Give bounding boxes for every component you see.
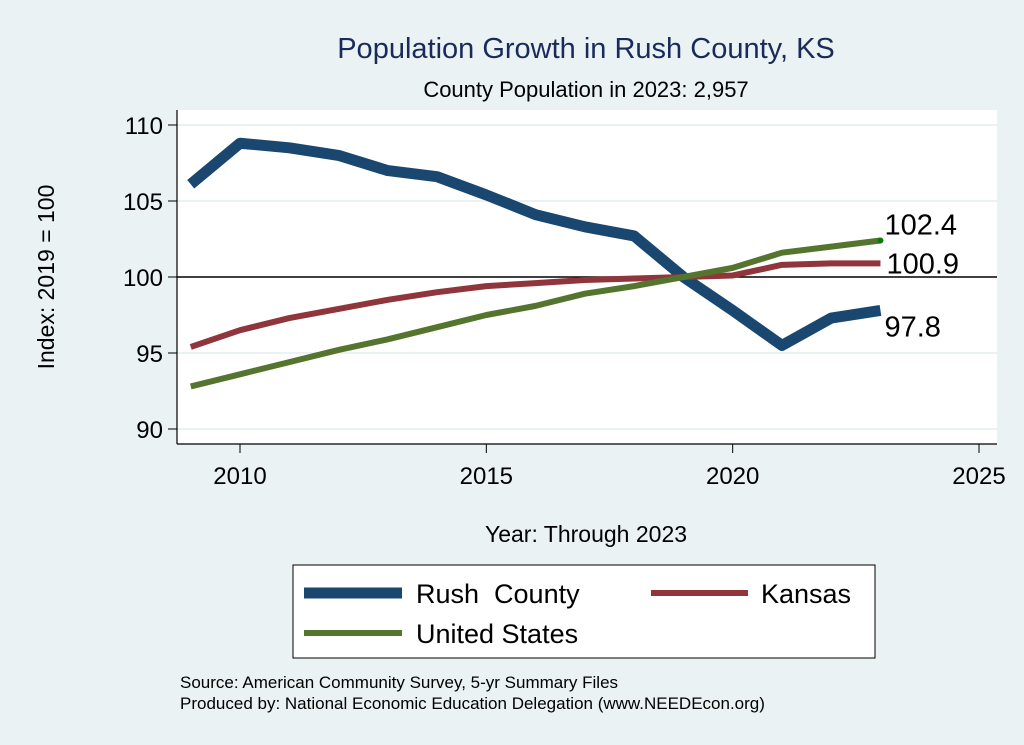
legend-box: [292, 564, 876, 659]
series-line-kansas: [189, 260, 881, 350]
series-line-rush-county: [187, 137, 882, 351]
end-label-kansas: 100.9: [886, 248, 959, 280]
source-note: Source: American Community Survey, 5-yr …: [180, 673, 618, 692]
chart-subtitle: County Population in 2023: 2,957: [423, 77, 748, 102]
legend: Rush County Kansas United States: [292, 564, 876, 659]
y-tick-label: 95: [136, 341, 163, 368]
end-marker-united-states: [877, 237, 884, 244]
y-tick-label: 105: [123, 189, 163, 216]
legend-label-rush-county: Rush County: [416, 579, 580, 609]
y-tick-label: 90: [136, 417, 163, 444]
legend-label-united-states: United States: [416, 619, 578, 649]
y-tick-label: 110: [125, 113, 163, 140]
x-axis-title: Year: Through 2023: [485, 521, 687, 547]
y-tick-label: 100: [123, 265, 163, 292]
x-tick-label: 2015: [460, 463, 513, 490]
x-tick-label: 2010: [213, 463, 266, 490]
end-label-rush-county: 97.8: [884, 311, 940, 343]
chart-title: Population Growth in Rush County, KS: [337, 33, 835, 65]
producer-note: Produced by: National Economic Education…: [180, 694, 765, 713]
y-axis-title: Index: 2019 = 100: [33, 185, 59, 370]
legend-label-kansas: Kansas: [761, 579, 851, 609]
x-tick-label: 2020: [706, 463, 759, 490]
x-tick-label: 2025: [952, 463, 1005, 490]
end-label-united-states: 102.4: [884, 210, 957, 242]
series-line-united-states: [190, 237, 881, 390]
